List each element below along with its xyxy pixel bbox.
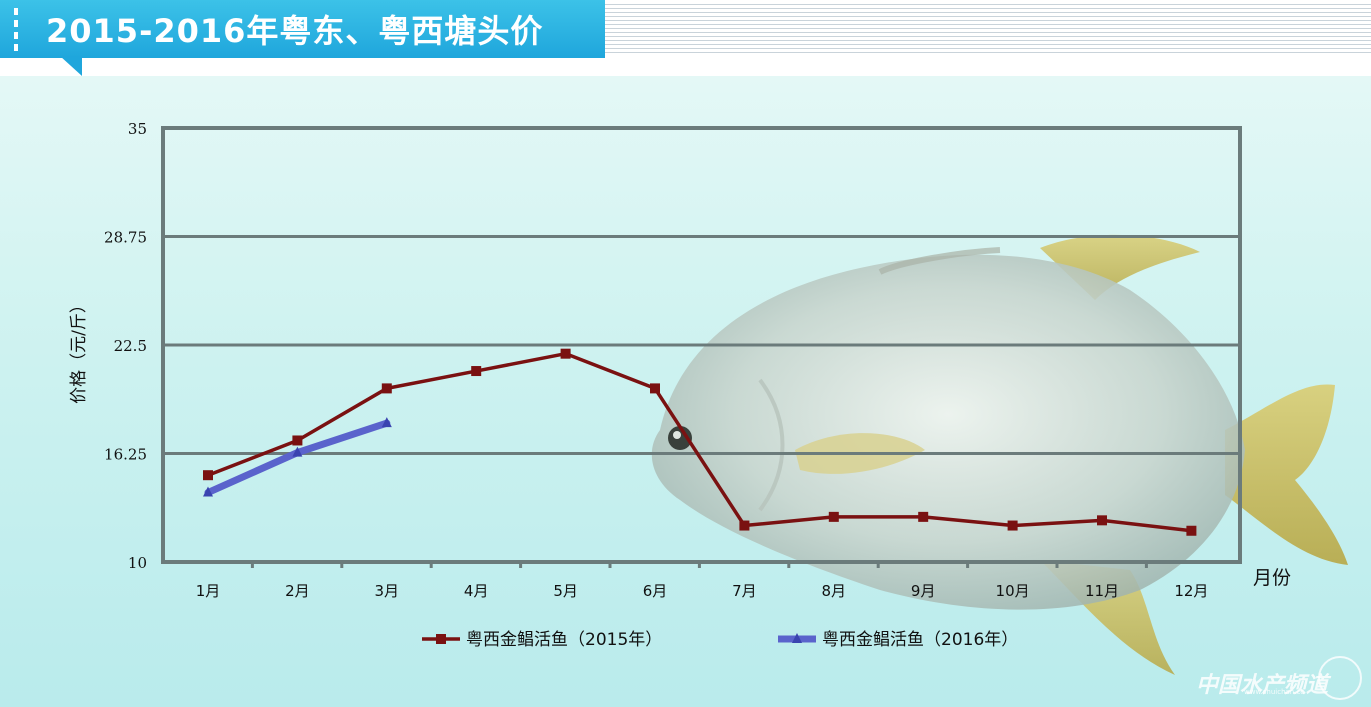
- data-point: [292, 446, 303, 457]
- data-point: [1097, 515, 1107, 526]
- y-tick-label: 16.25: [104, 446, 147, 464]
- title-dash: [14, 20, 18, 27]
- x-tick-label: 12月: [1174, 582, 1208, 600]
- legend-label: 粤西金鲳活鱼（2015年）: [466, 630, 662, 650]
- series-line-1: [206, 351, 1194, 533]
- x-tick-label: 11月: [1085, 582, 1119, 600]
- series-line-2: [204, 419, 391, 497]
- data-point: [381, 417, 392, 428]
- x-tick-label: 1月: [196, 582, 221, 600]
- x-tick-label: 8月: [822, 582, 847, 600]
- x-tick-label: 10月: [996, 582, 1030, 600]
- legend-marker: [436, 634, 446, 644]
- title-dash: [14, 44, 18, 51]
- data-point: [203, 470, 213, 481]
- y-axis-title: 价格（元/斤）: [69, 296, 89, 404]
- watermark-site: www.shuichan.cc: [1244, 688, 1305, 696]
- title-band: 2015-2016年粤东、粤西塘头价: [0, 0, 605, 58]
- data-point: [471, 366, 482, 377]
- y-tick-label: 10: [128, 554, 147, 572]
- x-tick-label: 7月: [732, 582, 757, 600]
- data-point: [292, 435, 303, 446]
- x-tick-label: 3月: [375, 582, 400, 600]
- title-dash: [14, 8, 18, 15]
- y-tick-label: 28.75: [104, 229, 147, 247]
- data-point: [560, 348, 571, 359]
- x-axis-title: 月份: [1253, 567, 1291, 589]
- data-point: [1007, 520, 1018, 531]
- globe-logo-icon: [1318, 656, 1362, 700]
- title-tail: [60, 56, 82, 76]
- x-tick-label: 5月: [553, 582, 578, 600]
- legend-label: 粤西金鲳活鱼（2016年）: [822, 630, 1018, 650]
- data-point: [381, 383, 392, 394]
- x-tick-label: 9月: [911, 582, 936, 600]
- x-tick-label: 2月: [285, 582, 310, 600]
- x-tick-label: 4月: [464, 582, 489, 600]
- header-stripes: [600, 4, 1371, 56]
- title-dash: [14, 32, 18, 39]
- page-title: 2015-2016年粤东、粤西塘头价: [46, 12, 544, 50]
- data-point: [1186, 525, 1197, 536]
- data-point: [918, 511, 929, 522]
- data-point: [650, 383, 660, 394]
- data-point: [203, 486, 213, 497]
- y-tick-label: 35: [128, 120, 147, 138]
- watermark-brand: 中国水产频道: [1196, 673, 1329, 698]
- data-point: [828, 511, 839, 522]
- y-tick-label: 22.5: [114, 337, 147, 355]
- x-tick-label: 6月: [643, 582, 668, 600]
- data-point: [739, 520, 750, 531]
- legend-marker: [792, 633, 802, 643]
